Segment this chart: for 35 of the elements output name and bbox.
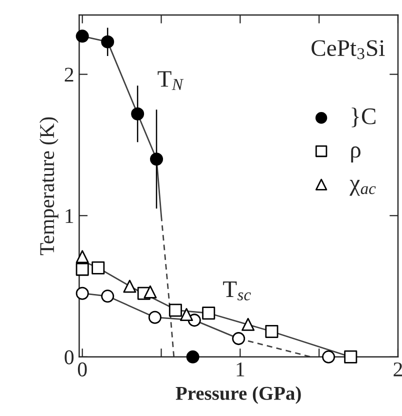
- annotation: CePt$_{3}$Si: [312, 40, 385, 60]
- y-axis-title: Temperature (K): [39, 117, 58, 256]
- point: [144, 285, 157, 298]
- point: [101, 35, 114, 48]
- point: [76, 30, 89, 43]
- legend-label: ρ: [351, 146, 360, 162]
- point: [131, 107, 144, 120]
- point: [168, 304, 182, 317]
- point: [150, 152, 164, 166]
- point: [123, 280, 136, 293]
- point: [76, 262, 89, 276]
- point: [148, 310, 162, 324]
- point: [232, 332, 246, 346]
- y-tick-label: 2: [64, 68, 74, 82]
- point: [76, 286, 89, 300]
- y-tick-label: 0: [64, 350, 74, 364]
- point: [265, 324, 278, 338]
- point: [202, 306, 216, 320]
- x-tick-label: 0: [78, 362, 87, 376]
- point: [76, 250, 89, 264]
- point: [101, 290, 114, 303]
- x-axis-title: Pressure (GPa): [176, 386, 301, 404]
- point: [322, 350, 336, 364]
- y-tick-label: 1: [66, 209, 74, 223]
- point: [180, 308, 194, 322]
- point: [242, 318, 255, 331]
- legend-label: }C: [352, 108, 376, 128]
- x-tick-label: 1: [236, 362, 244, 376]
- annotation: T$_{sc}$: [223, 282, 251, 300]
- point: [344, 350, 358, 364]
- annotation: T$_{N}$: [158, 71, 184, 90]
- point: [186, 350, 200, 364]
- legend-label: χ$_{ac}$: [350, 180, 376, 196]
- x-tick-label: 2: [394, 362, 402, 376]
- point: [92, 261, 105, 274]
